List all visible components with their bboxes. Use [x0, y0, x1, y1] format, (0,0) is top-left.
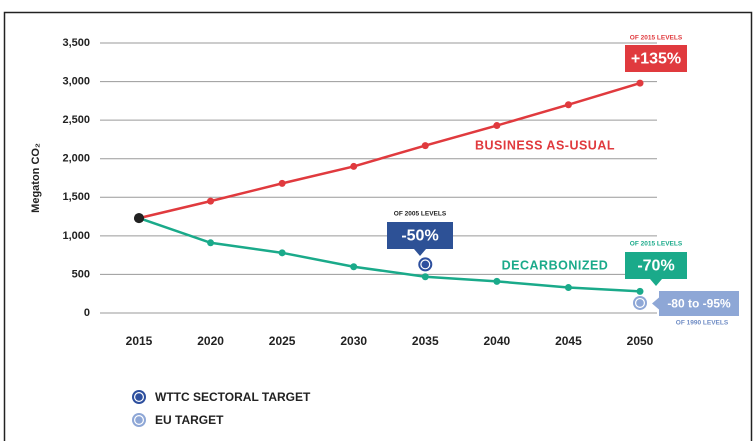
y-tick-label: 3,000 [62, 75, 90, 87]
callout-value: +135% [631, 51, 681, 68]
target-point [421, 260, 430, 269]
callout-box [659, 291, 739, 316]
x-tick-label: 2030 [340, 334, 367, 348]
series-point [278, 179, 286, 187]
legend-swatch [135, 416, 143, 424]
y-axis-label: Megaton CO₂ [30, 143, 42, 213]
x-tick-label: 2045 [555, 334, 582, 348]
callout-pointer [650, 279, 662, 286]
series-line [138, 81, 641, 220]
series-point [421, 142, 429, 150]
y-tick-label: 3,500 [62, 37, 90, 49]
y-tick-label: 1,500 [62, 191, 90, 203]
x-tick-label: 2025 [269, 334, 296, 348]
target-point [636, 299, 644, 307]
series-label: BUSINESS AS-USUAL [475, 138, 615, 152]
callout-value: -70% [637, 258, 674, 275]
series-label: DECARBONIZED [502, 258, 609, 272]
series-point [350, 263, 358, 271]
y-tick-label: 2,500 [62, 114, 90, 126]
x-tick-label: 2035 [412, 334, 439, 348]
callout-note: OF 1990 LEVELS [676, 320, 729, 327]
callout-pointer [414, 249, 426, 256]
callout-box [387, 222, 453, 249]
y-tick-label: 1,000 [62, 230, 90, 242]
callout-value: -80 to -95% [667, 297, 731, 311]
series-point [636, 79, 644, 87]
x-tick-label: 2015 [126, 334, 153, 348]
series-point [207, 197, 215, 205]
x-tick-label: 2020 [197, 334, 224, 348]
x-tick-label: 2050 [627, 334, 654, 348]
x-tick-label: 2040 [484, 334, 511, 348]
series-point [493, 277, 501, 285]
series-line [138, 216, 641, 293]
callout-value: -50% [401, 228, 438, 245]
y-tick-label: 500 [72, 268, 90, 280]
series-point [207, 239, 215, 247]
series-point [636, 287, 644, 295]
frame [3, 11, 753, 441]
series-point [350, 162, 358, 170]
callout-pointer [652, 297, 659, 310]
series-point [564, 284, 572, 292]
y-tick-label: 0 [84, 307, 90, 319]
callout-note: OF 2015 LEVELS [630, 241, 683, 248]
legend-label: WTTC SECTORAL TARGET [155, 390, 311, 404]
series-point [493, 122, 501, 130]
callout-box [625, 45, 687, 72]
callout-note: OF 2005 LEVELS [394, 211, 447, 218]
series-point [564, 101, 572, 109]
legend-label: EU TARGET [155, 413, 224, 427]
legend-swatch [135, 393, 143, 401]
series-point [278, 249, 286, 257]
series-point [134, 213, 144, 224]
series-point [421, 273, 429, 281]
callout-box [625, 252, 687, 279]
callout-note: OF 2015 LEVELS [630, 35, 683, 42]
y-tick-label: 2,000 [62, 153, 90, 165]
